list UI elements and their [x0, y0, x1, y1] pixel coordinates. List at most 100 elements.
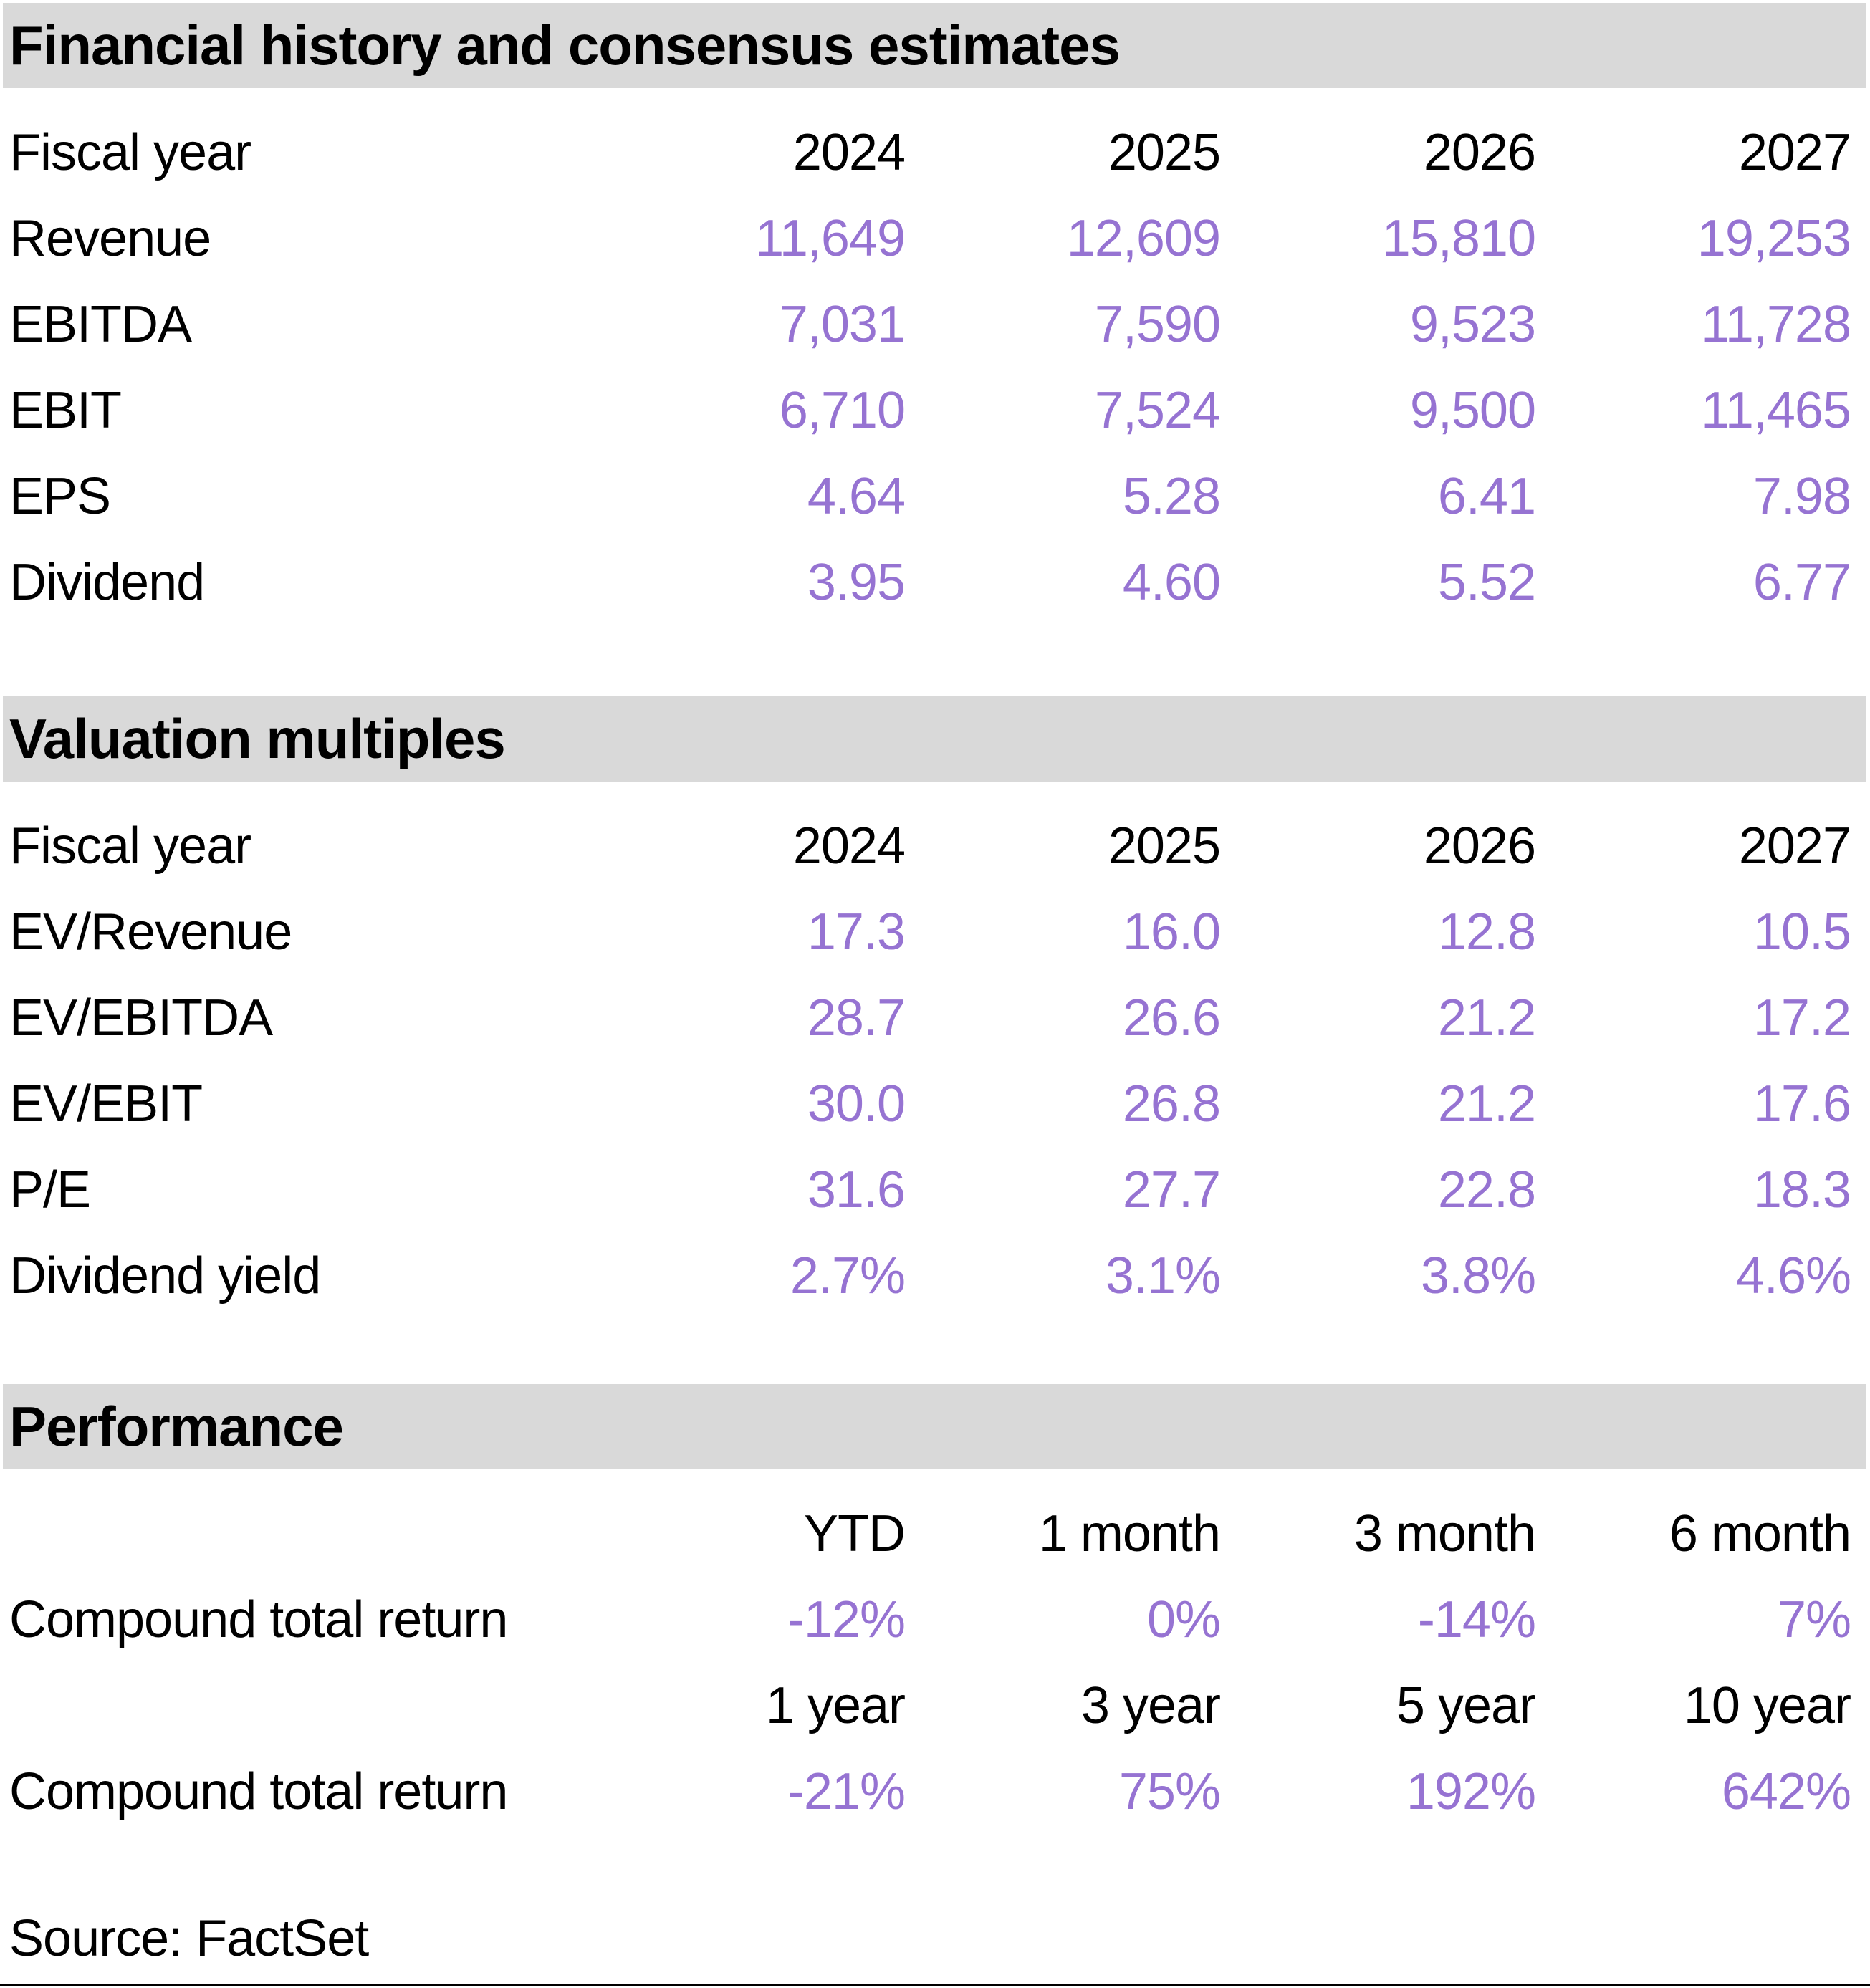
cell: -12%	[787, 1591, 906, 1648]
cell: 6.77	[1752, 554, 1851, 611]
cell: 4.64	[807, 468, 906, 525]
table-row-ebitda: EBITDA 7,031 7,590 9,523 11,728	[3, 282, 1866, 368]
year-column-header: 2027	[1738, 817, 1851, 875]
year-column-header: 2024	[792, 124, 906, 181]
year-column-header: 2027	[1738, 124, 1851, 181]
cell: 18.3	[1752, 1161, 1851, 1219]
cell: 31.6	[807, 1161, 906, 1219]
table-row-dividend-yield: Dividend yield 2.7% 3.1% 3.8% 4.6%	[3, 1233, 1866, 1319]
cell: 3.8%	[1420, 1247, 1536, 1305]
row-label: P/E	[9, 1161, 91, 1219]
table-row-compound-total-return-long-term: Compound total return -21% 75% 192% 642%	[3, 1749, 1866, 1835]
year-column-header: 2025	[1108, 124, 1221, 181]
section-header-valuation-multiples: Valuation multiples	[3, 696, 1866, 782]
cell: 9,523	[1409, 296, 1536, 353]
fiscal-year-header-row: Fiscal year 2024 2025 2026 2027	[3, 110, 1866, 196]
cell: 7%	[1777, 1591, 1851, 1648]
cell: 12,609	[1066, 210, 1221, 267]
cell: 2.7%	[790, 1247, 906, 1305]
cell: 30.0	[807, 1075, 906, 1133]
row-label: EV/Revenue	[9, 903, 292, 961]
row-label: Revenue	[9, 210, 211, 267]
row-label: Compound total return	[9, 1591, 508, 1648]
cell: 4.6%	[1735, 1247, 1851, 1305]
period-column-header: 10 year	[1683, 1677, 1851, 1734]
row-label: EV/EBITDA	[9, 989, 273, 1047]
table-row-ev-ebit: EV/EBIT 30.0 26.8 21.2 17.6	[3, 1061, 1866, 1147]
section-header-performance: Performance	[3, 1384, 1866, 1469]
table-row-pe: P/E 31.6 27.7 22.8 18.3	[3, 1147, 1866, 1233]
cell: 642%	[1721, 1763, 1851, 1820]
year-column-header: 2024	[792, 817, 906, 875]
row-label: Dividend	[9, 554, 205, 611]
cell: 26.6	[1122, 989, 1221, 1047]
year-column-header: 2026	[1423, 124, 1536, 181]
row-label: Dividend yield	[9, 1247, 321, 1305]
cell: 75%	[1118, 1763, 1221, 1820]
section-title: Valuation multiples	[9, 707, 506, 770]
cell: 27.7	[1122, 1161, 1221, 1219]
cell: 5.28	[1122, 468, 1221, 525]
cell: 12.8	[1437, 903, 1536, 961]
cell: 7,524	[1094, 382, 1221, 439]
table-row-compound-total-return-short-term: Compound total return -12% 0% -14% 7%	[3, 1577, 1866, 1663]
section-title: Performance	[9, 1395, 344, 1458]
cell: 7.98	[1752, 468, 1851, 525]
cell: 10.5	[1752, 903, 1851, 961]
table-row-ebit: EBIT 6,710 7,524 9,500 11,465	[3, 368, 1866, 453]
period-header-row-long-term: 1 year 3 year 5 year 10 year	[3, 1663, 1866, 1749]
cell: 17.3	[807, 903, 906, 961]
valuation-multiples-table: Fiscal year 2024 2025 2026 2027 EV/Reven…	[3, 803, 1866, 1319]
cell: 22.8	[1437, 1161, 1536, 1219]
section-header-financial-history: Financial history and consensus estimate…	[3, 3, 1866, 88]
cell: 17.6	[1752, 1075, 1851, 1133]
cell: 11,649	[755, 210, 906, 267]
row-label: Fiscal year	[9, 817, 251, 875]
period-column-header: 5 year	[1396, 1677, 1536, 1734]
cell: -21%	[787, 1763, 906, 1820]
cell: 192%	[1406, 1763, 1536, 1820]
cell: 4.60	[1122, 554, 1221, 611]
cell: 11,728	[1701, 296, 1851, 353]
cell: 15,810	[1381, 210, 1536, 267]
cell: 17.2	[1752, 989, 1851, 1047]
cell: 9,500	[1409, 382, 1536, 439]
table-row-ev-revenue: EV/Revenue 17.3 16.0 12.8 10.5	[3, 889, 1866, 975]
financial-history-table: Fiscal year 2024 2025 2026 2027 Revenue …	[3, 110, 1866, 625]
fiscal-year-header-row: Fiscal year 2024 2025 2026 2027	[3, 803, 1866, 889]
period-column-header: 3 month	[1353, 1505, 1536, 1562]
source-note: Source: FactSet	[9, 1910, 369, 1967]
year-column-header: 2025	[1108, 817, 1221, 875]
section-financial-history: Financial history and consensus estimate…	[3, 3, 1866, 625]
period-column-header: 1 month	[1038, 1505, 1221, 1562]
performance-table: YTD 1 month 3 month 6 month Compound tot…	[3, 1491, 1866, 1835]
cell: 19,253	[1697, 210, 1851, 267]
cell: 3.1%	[1105, 1247, 1221, 1305]
cell: 7,031	[779, 296, 906, 353]
table-row-eps: EPS 4.64 5.28 6.41 7.98	[3, 453, 1866, 539]
page-content: Financial history and consensus estimate…	[3, 3, 1866, 1967]
table-row-revenue: Revenue 11,649 12,609 15,810 19,253	[3, 196, 1866, 282]
cell: 7,590	[1094, 296, 1221, 353]
row-label: Fiscal year	[9, 124, 251, 181]
row-label: Compound total return	[9, 1763, 508, 1820]
row-label: EV/EBIT	[9, 1075, 203, 1133]
table-row-ev-ebitda: EV/EBITDA 28.7 26.6 21.2 17.2	[3, 975, 1866, 1061]
period-header-row-short-term: YTD 1 month 3 month 6 month	[3, 1491, 1866, 1577]
cell: 26.8	[1122, 1075, 1221, 1133]
cell: 3.95	[807, 554, 906, 611]
cell: 11,465	[1701, 382, 1851, 439]
cell: 28.7	[807, 989, 906, 1047]
year-column-header: 2026	[1423, 817, 1536, 875]
period-column-header: YTD	[804, 1505, 906, 1562]
cell: 0%	[1146, 1591, 1221, 1648]
cell: 6.41	[1437, 468, 1536, 525]
cell: 21.2	[1437, 989, 1536, 1047]
section-title: Financial history and consensus estimate…	[9, 14, 1121, 77]
cell: 16.0	[1122, 903, 1221, 961]
cell: -14%	[1417, 1591, 1536, 1648]
cell: 5.52	[1437, 554, 1536, 611]
section-performance: Performance YTD 1 month 3 month 6 month …	[3, 1384, 1866, 1835]
row-label: EBIT	[9, 382, 122, 439]
